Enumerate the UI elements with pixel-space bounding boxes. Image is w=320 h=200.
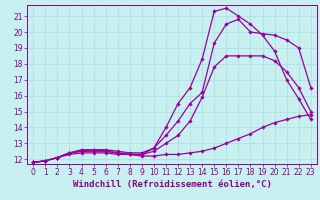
X-axis label: Windchill (Refroidissement éolien,°C): Windchill (Refroidissement éolien,°C) <box>73 180 271 189</box>
